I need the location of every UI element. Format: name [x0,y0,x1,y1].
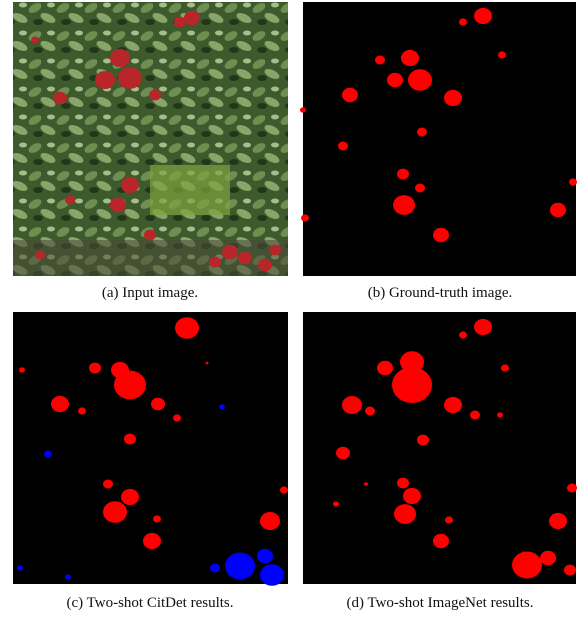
mask-blob [95,71,115,89]
mask-blob [153,515,161,522]
mask-blob [403,488,421,504]
mask-blob [342,396,362,414]
mask-blob [550,203,566,217]
mask-blob [540,551,556,565]
mask-blob [459,18,467,25]
mask-blob [260,512,280,530]
mask-blob [333,501,339,506]
mask-blob [433,534,449,548]
caption: (d) Two-shot ImageNet results. [347,595,534,611]
mask-blob [375,56,385,65]
mask-blob [567,484,577,493]
mask-blob [17,565,23,570]
mask-blob [151,398,165,411]
mask-blob [342,88,358,102]
panel-a [13,2,288,276]
mask-blob [397,478,409,489]
mask-blob [501,364,509,371]
mask-blob [121,489,139,505]
mask-blob [44,450,52,457]
caption: (b) Ground-truth image. [368,285,513,301]
mask-blob [444,397,462,413]
mask-blob [19,367,25,372]
mask-blob [65,196,75,205]
grass [150,165,230,215]
mask-blob [338,142,348,151]
mask-blob [51,396,69,412]
mask-blob [31,36,39,43]
mask-blob [280,486,288,493]
mask-blob [209,257,221,268]
mask-blob [260,564,284,586]
mask-blob [53,92,67,105]
mask-blob [65,574,71,579]
mask-blob [174,17,186,28]
mask-blob [445,516,453,523]
mask-blob [219,404,225,409]
mask-blob [394,504,416,524]
mask-blob [408,69,432,91]
mask-blob [387,73,403,87]
mask-blob [497,412,503,417]
mask-blob [225,553,255,580]
mask-blob [114,371,146,400]
mask-blob [417,128,427,137]
mask-blob [474,319,492,335]
mask-blob [257,549,273,563]
mask-blob [444,90,462,106]
mask-blob [121,177,139,193]
mask-blob [498,51,506,58]
mask-blob [103,501,127,523]
mask-blob [364,482,368,486]
mask-blob [238,252,252,265]
mask-blob [118,67,142,89]
mask-blob [222,245,238,259]
mask-blob [459,331,467,338]
caption: (c) Two-shot CitDet results. [67,595,234,611]
mask-blob [184,11,200,25]
mask-blob [301,214,309,221]
mask-blob [35,251,45,260]
mask-blob [401,50,419,66]
mask-blob [569,178,577,185]
mask-blob [470,411,480,420]
mask-blob [377,361,393,375]
mask-blob [110,198,126,212]
mask-blob [417,435,429,446]
mask-blob [103,480,113,489]
mask-blob [143,533,161,549]
mask-blob [144,230,156,241]
mask-blob [392,367,432,403]
mask-blob [269,245,281,256]
mask-blob [110,49,130,67]
figure: (a) Input image. (b) Ground-truth image.… [0,0,578,617]
mask-blob [397,169,409,180]
mask-blob [336,447,350,460]
mask-blob [415,184,425,193]
mask-blob [210,564,220,573]
mask-blob [89,363,101,374]
mask-blob [149,90,161,101]
mask-blob [300,107,306,112]
mask-blob [549,513,567,529]
mask-blob [258,259,272,272]
mask-blob [433,228,449,242]
mask-blob [512,552,542,579]
mask-blob [393,195,415,215]
mask-blob [365,407,375,416]
mask-blob [206,362,209,365]
mask-blob [564,565,576,576]
mask-blob [474,8,492,24]
mask-blob [173,414,181,421]
caption: (a) Input image. [102,285,198,301]
mask-blob [124,434,136,445]
mask-blob [175,317,199,339]
mask-blob [78,407,86,414]
